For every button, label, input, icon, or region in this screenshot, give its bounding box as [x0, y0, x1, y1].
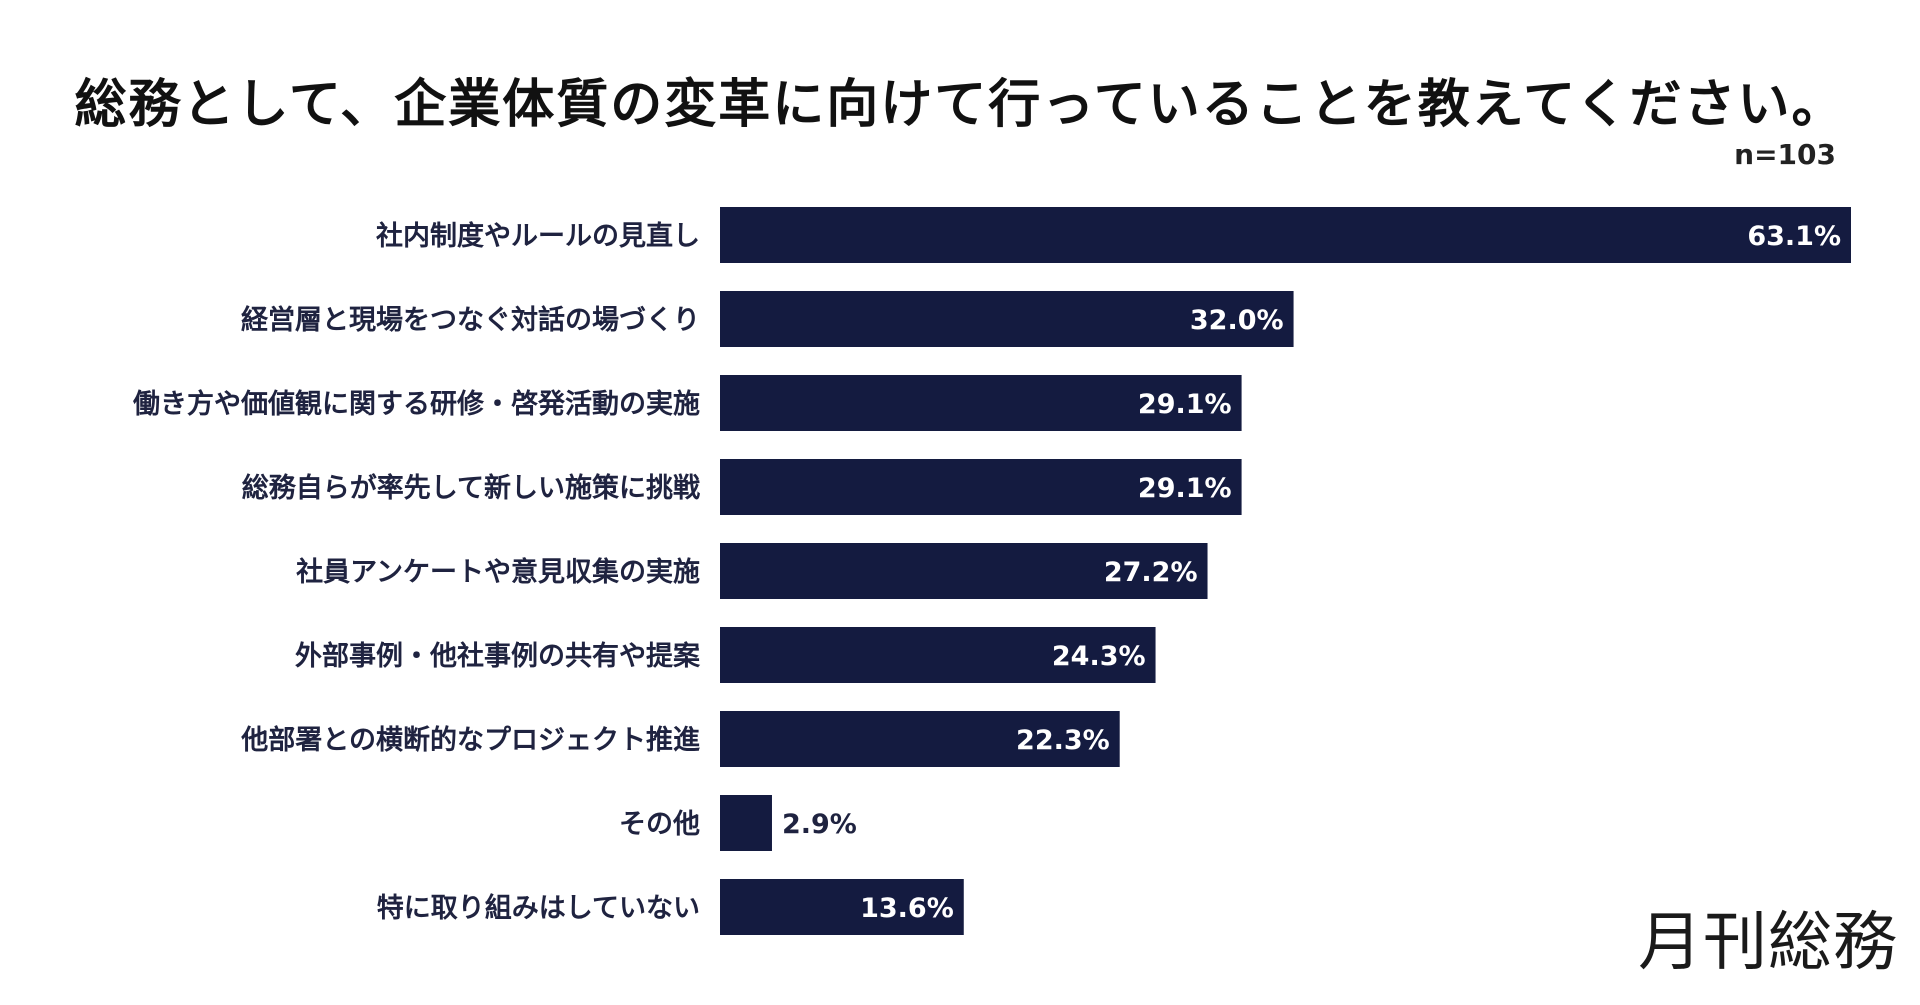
bar	[720, 543, 1208, 599]
bar	[720, 627, 1156, 683]
value-label: 2.9%	[782, 809, 857, 840]
value-label: 27.2%	[1104, 557, 1198, 588]
publisher-logo: 月刊総務	[1638, 906, 1898, 980]
bar	[720, 711, 1120, 767]
category-label: 社員アンケートや意見収集の実施	[296, 556, 700, 588]
bar	[720, 459, 1242, 515]
category-label: 総務自らが率先して新しい施策に挑戦	[242, 472, 700, 504]
value-label: 32.0%	[1190, 305, 1284, 336]
bar	[720, 879, 964, 935]
chart-title: 総務として、企業体質の変革に向けて行っていることを教えてください。	[74, 75, 1846, 135]
category-label: 経営層と現場をつなぐ対話の場づくり	[241, 304, 700, 336]
value-label: 29.1%	[1138, 473, 1232, 504]
category-label: 他部署との横断的なプロジェクト推進	[240, 724, 700, 756]
value-label: 22.3%	[1016, 725, 1110, 756]
value-label: 29.1%	[1138, 389, 1232, 420]
category-label: 社内制度やルールの見直し	[376, 220, 700, 252]
bar	[720, 291, 1294, 347]
category-label: 特に取り組みはしていない	[377, 892, 700, 924]
category-label: 外部事例・他社事例の共有や提案	[295, 640, 701, 672]
value-label: 63.1%	[1747, 221, 1841, 252]
value-label: 13.6%	[860, 893, 954, 924]
category-label: 働き方や価値観に関する研修・啓発活動の実施	[133, 388, 700, 420]
bar	[720, 207, 1851, 263]
sample-size-label: n=103	[1734, 138, 1836, 171]
value-label: 24.3%	[1052, 641, 1146, 672]
bar	[720, 375, 1242, 431]
bar	[720, 795, 772, 851]
category-label: その他	[619, 809, 700, 840]
